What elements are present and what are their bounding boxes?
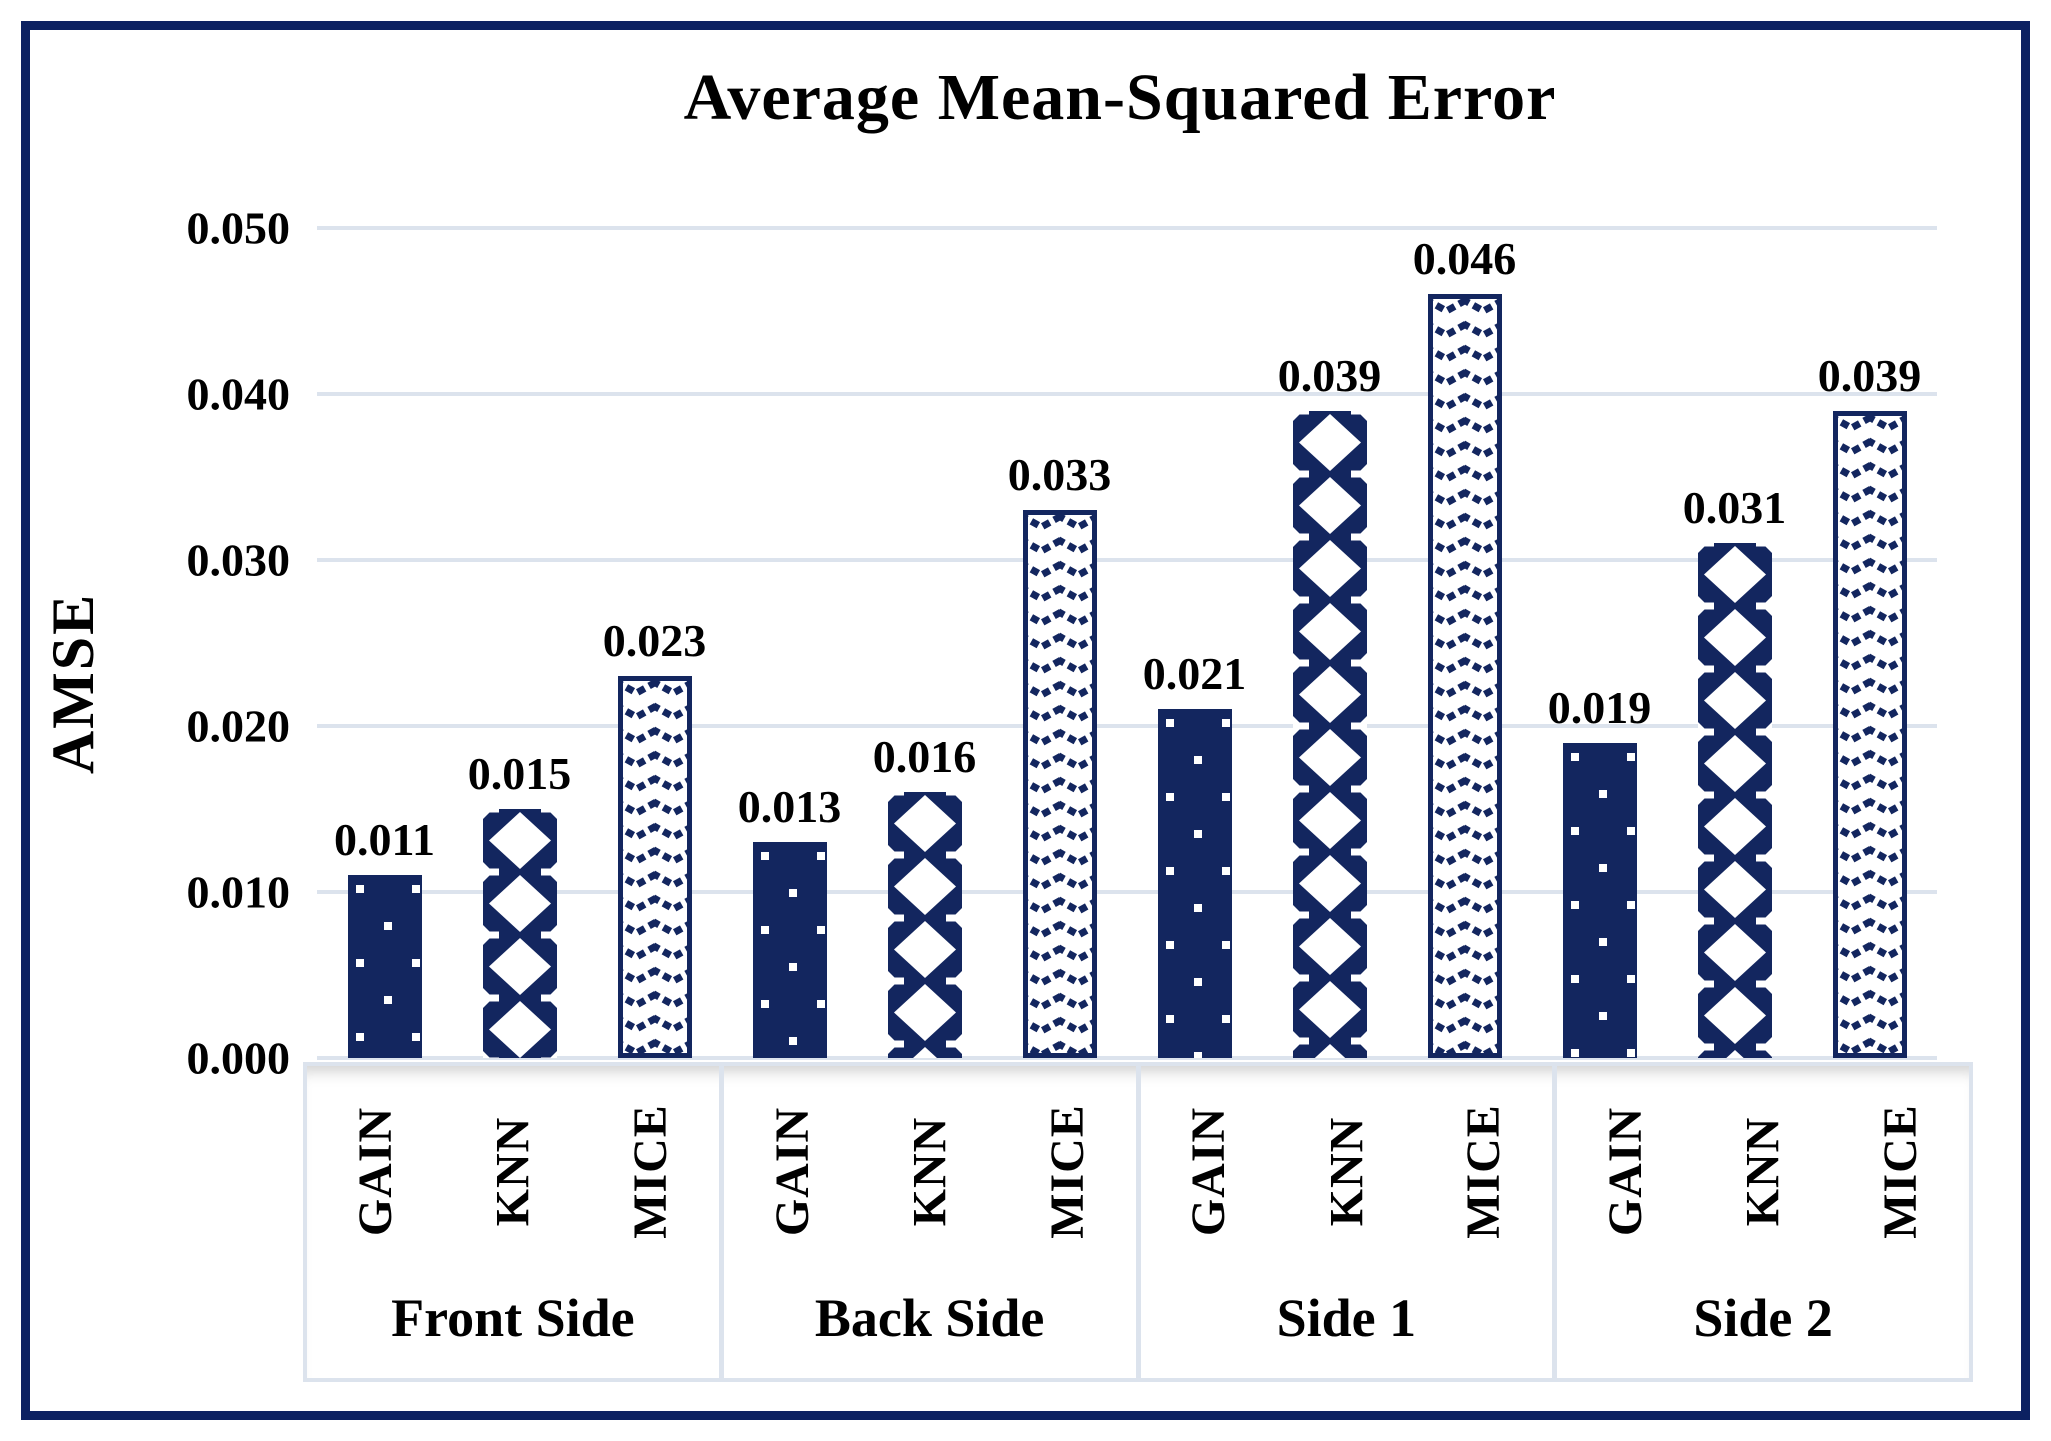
series-label: MICE: [1457, 1103, 1511, 1239]
bar-gain-front-side: 0.011: [334, 817, 435, 1058]
bar-slot: 0.016: [857, 228, 992, 1058]
plot-area: 0.011: [317, 226, 1937, 1060]
bar-group: 0.021: [1127, 228, 1532, 1058]
y-axis-tick-labels: 0.000 0.010 0.020 0.030 0.040 0.050: [90, 203, 302, 1084]
gridline: [317, 226, 1937, 230]
bar-knn-side-1: 0.039: [1278, 353, 1381, 1058]
y-tick-label: 0.040: [186, 368, 291, 420]
series-label-slot: KNN: [861, 1074, 998, 1268]
bar-value-label: 0.033: [1007, 449, 1112, 500]
series-label-row: GAIN KNN MICE: [1557, 1066, 1969, 1268]
bar-knn-front-side: 0.015: [468, 751, 571, 1058]
bar-value-label: 0.015: [467, 748, 572, 799]
bar-group: 0.011: [317, 228, 722, 1058]
bar-knn-back-side: 0.016: [873, 734, 976, 1058]
bar-gain-side-2: 0.019: [1548, 685, 1651, 1058]
chart-title: Average Mean-Squared Error: [683, 61, 1557, 134]
series-label-slot: MICE: [998, 1074, 1135, 1268]
category-box-side-2: GAIN KNN MICE Side 2: [1557, 1066, 1969, 1378]
series-label: MICE: [623, 1103, 677, 1239]
series-label-row: GAIN KNN MICE: [307, 1066, 719, 1268]
category-box-front-side: GAIN KNN MICE Front Side: [307, 1066, 724, 1378]
series-label-slot: MICE: [1415, 1074, 1552, 1268]
series-label: MICE: [1873, 1103, 1927, 1239]
bar-mice-front-side: 0.023: [603, 618, 706, 1058]
y-tick-label: 0.030: [186, 534, 291, 586]
bar-slot: 0.023: [587, 228, 722, 1058]
category-label: Side 2: [1693, 1288, 1833, 1348]
bar-slot: 0.031: [1667, 228, 1802, 1058]
bar-slot: 0.039: [1802, 228, 1937, 1058]
category-box-back-side: GAIN KNN MICE Back Side: [724, 1066, 1141, 1378]
bar-value-label: 0.046: [1412, 233, 1517, 284]
bar-slot: 0.019: [1532, 228, 1667, 1058]
bar-value-label: 0.019: [1547, 682, 1652, 733]
series-label-slot: GAIN: [307, 1074, 444, 1268]
bar-slot: 0.015: [452, 228, 587, 1058]
series-label-slot: GAIN: [1141, 1074, 1278, 1268]
category-label: Front Side: [391, 1288, 635, 1348]
gridline: [317, 558, 1937, 562]
series-label: KNN: [1736, 1116, 1790, 1226]
y-tick-label: 0.050: [186, 202, 291, 254]
bar-value-label: 0.011: [334, 814, 435, 865]
bar-slot: 0.039: [1262, 228, 1397, 1058]
series-label-slot: GAIN: [724, 1074, 861, 1268]
bar-group: 0.013: [722, 228, 1127, 1058]
bar-slot: 0.046: [1397, 228, 1532, 1058]
y-tick-label: 0.020: [186, 700, 291, 752]
bar-value-label: 0.016: [872, 731, 977, 782]
bar-value-label: 0.039: [1277, 350, 1382, 401]
y-tick-label: 0.010: [186, 866, 291, 918]
bar-value-label: 0.021: [1142, 648, 1247, 699]
category-box-side-1: GAIN KNN MICE Side 1: [1141, 1066, 1558, 1378]
bar-value-label: 0.031: [1682, 482, 1787, 533]
bar-slot: 0.013: [722, 228, 857, 1058]
bar-groups-layer: 0.011: [317, 228, 1937, 1058]
series-label-slot: KNN: [1695, 1074, 1832, 1268]
bar-value-label: 0.013: [737, 781, 842, 832]
bar-slot: 0.011: [317, 228, 452, 1058]
y-tick-label: 0.000: [186, 1032, 291, 1084]
bar-group: 0.019: [1532, 228, 1937, 1058]
gridline: [317, 724, 1937, 728]
series-label: KNN: [1319, 1116, 1373, 1226]
series-label-slot: KNN: [444, 1074, 581, 1268]
gridline: [317, 392, 1937, 396]
series-label-row: GAIN KNN MICE: [1141, 1066, 1553, 1268]
gridline: [317, 1056, 1937, 1060]
series-label: MICE: [1040, 1103, 1094, 1239]
series-label: GAIN: [1182, 1106, 1236, 1236]
series-label: GAIN: [349, 1106, 403, 1236]
series-label-row: GAIN KNN MICE: [724, 1066, 1136, 1268]
category-label: Side 1: [1276, 1288, 1417, 1348]
series-label: KNN: [903, 1116, 957, 1226]
category-label: Back Side: [814, 1288, 1045, 1348]
series-label-slot: KNN: [1278, 1074, 1415, 1268]
bar-mice-back-side: 0.033: [1008, 452, 1111, 1058]
series-label-slot: GAIN: [1557, 1074, 1694, 1268]
series-label: GAIN: [765, 1106, 819, 1236]
bar-mice-side-2: 0.039: [1818, 353, 1921, 1058]
gridline: [317, 890, 1937, 894]
bar-value-label: 0.039: [1817, 350, 1922, 401]
bar-gain-back-side: 0.013: [738, 784, 841, 1058]
bar-value-label: 0.023: [602, 615, 707, 666]
bar-gain-side-1: 0.021: [1143, 651, 1246, 1058]
series-label: KNN: [486, 1116, 540, 1226]
bar-slot: 0.021: [1127, 228, 1262, 1058]
series-label: GAIN: [1599, 1106, 1653, 1236]
bar-slot: 0.033: [992, 228, 1127, 1058]
bar-knn-side-2: 0.031: [1683, 485, 1786, 1058]
series-label-slot: MICE: [1832, 1074, 1969, 1268]
bar-mice-side-1: 0.046: [1413, 236, 1516, 1058]
x-axis-area: GAIN KNN MICE Front Side GAIN KNN MICE Back Sid…: [303, 1062, 1973, 1382]
series-label-slot: MICE: [582, 1074, 719, 1268]
